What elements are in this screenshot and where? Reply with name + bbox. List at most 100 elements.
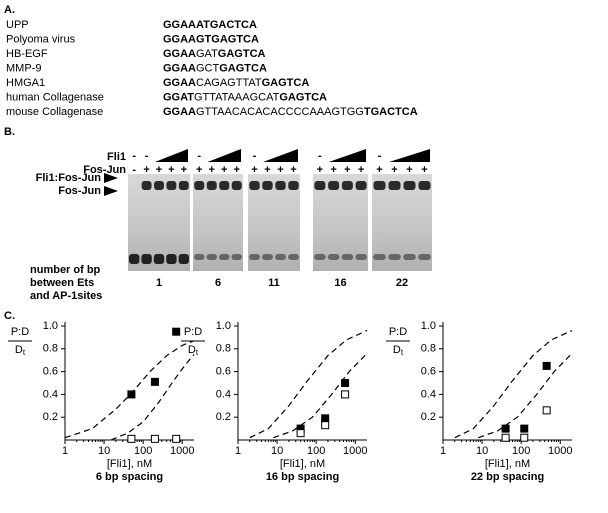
y-tick-label: 0.4 xyxy=(43,388,58,400)
sequence-segment: GGAAATGACTCA xyxy=(163,19,257,31)
y-label-part: D xyxy=(393,344,401,356)
open-square xyxy=(520,433,529,442)
lane-sign: + xyxy=(251,164,257,176)
x-tick-label: 10 xyxy=(271,445,283,457)
y-label: Dt xyxy=(393,344,404,357)
lane-sign: - xyxy=(197,150,201,162)
free-probe xyxy=(206,254,217,260)
lane-sign: + xyxy=(358,164,364,176)
y-tick-label: 0.8 xyxy=(421,343,436,355)
x-tick-label: 1 xyxy=(440,445,446,457)
band xyxy=(141,181,152,190)
caption: between Ets xyxy=(30,277,94,289)
y-label-part: D xyxy=(188,344,196,356)
wedge xyxy=(207,149,241,162)
filled-square xyxy=(172,327,181,336)
lane-sign: + xyxy=(391,164,397,176)
caption: and AP-1sites xyxy=(30,290,102,302)
y-tick-label: 0.6 xyxy=(421,366,436,378)
sequence-segment: GAGTCA xyxy=(262,77,310,89)
lane-sign: + xyxy=(376,164,382,176)
sequence-segment: GAGTCA xyxy=(219,62,267,74)
band-label: Fos-Jun xyxy=(58,185,101,197)
caption: number of bp xyxy=(30,264,101,276)
open-square xyxy=(501,433,510,442)
group-label: 11 xyxy=(268,277,280,289)
band-label: Fli1:Fos-Jun xyxy=(36,172,102,184)
band xyxy=(288,181,299,190)
x-tick-label: 1000 xyxy=(170,445,194,457)
y-label: P:D xyxy=(11,326,29,338)
free-probe xyxy=(327,254,340,260)
fit-curve xyxy=(110,354,195,441)
band xyxy=(231,181,242,190)
lane-sign: + xyxy=(277,164,283,176)
y-tick-label: 1.0 xyxy=(421,320,436,332)
x-tick-label: 1000 xyxy=(343,445,367,457)
free-probe xyxy=(153,254,165,264)
sequence-segment: GCT xyxy=(196,62,220,74)
filled-square xyxy=(501,424,510,433)
y-label: Dt xyxy=(15,344,26,357)
gene-name: Polyoma virus xyxy=(6,33,76,45)
sequence-segment: GTTATAAAGCAT xyxy=(194,91,280,103)
free-probe xyxy=(314,254,326,260)
filled-square xyxy=(520,424,529,433)
y-tick-label: 0.2 xyxy=(216,411,231,423)
band xyxy=(262,181,273,190)
free-probe xyxy=(249,254,260,260)
open-square xyxy=(172,434,181,443)
x-tick-label: 1000 xyxy=(548,445,572,457)
sequence: GGAAGCTGAGTCA xyxy=(163,62,267,74)
free-probe xyxy=(275,254,286,260)
row-label: Fos-Jun xyxy=(83,164,126,176)
gene-name: human Collagenase xyxy=(6,91,104,103)
open-square xyxy=(341,390,350,399)
free-probe xyxy=(219,254,230,260)
wedge xyxy=(263,149,298,162)
free-probe xyxy=(418,254,431,260)
sequence-segment: TGACTCA xyxy=(364,106,418,118)
lane-sign: + xyxy=(317,164,323,176)
row-label: Fli1 xyxy=(107,151,126,163)
gene-name: HMGA1 xyxy=(6,77,45,89)
band xyxy=(275,181,286,190)
band xyxy=(249,181,260,190)
sequence-segment: CAGAGTTAT xyxy=(196,77,262,89)
wedge xyxy=(328,149,366,162)
group-label: 6 xyxy=(215,277,221,289)
free-probe xyxy=(373,254,386,260)
gene-name: HB-EGF xyxy=(6,48,48,60)
sequence: GGAAGTTAACACACACCCCAAAGTGGTGACTCA xyxy=(163,106,418,118)
panel-label: A. xyxy=(4,4,15,16)
lane-sign: + xyxy=(221,164,227,176)
arrowhead xyxy=(104,186,118,196)
filled-square xyxy=(341,379,350,387)
arrowhead xyxy=(104,173,118,183)
sequence-segment: GTTAACACACACCCCAAAGTGG xyxy=(196,106,364,118)
band xyxy=(166,181,177,190)
open-square xyxy=(296,429,305,438)
sequence: GGAAGATGAGTCA xyxy=(163,48,266,60)
y-tick-label: 0.4 xyxy=(421,388,436,400)
fit-curve xyxy=(249,330,368,439)
y-label-sub: t xyxy=(196,348,199,357)
y-label: P:D xyxy=(389,326,407,338)
free-probe xyxy=(231,254,242,260)
panel-label: C. xyxy=(4,310,15,322)
lane-sign: - xyxy=(253,150,257,162)
lane-sign: + xyxy=(156,164,162,176)
band xyxy=(355,181,367,190)
band xyxy=(388,181,401,190)
open-square xyxy=(127,434,136,443)
free-probe xyxy=(262,254,273,260)
lane-sign: + xyxy=(234,164,240,176)
sequence-segment: GGAA xyxy=(163,77,196,89)
lane-sign: + xyxy=(264,164,270,176)
gene-name: mouse Collagenase xyxy=(6,106,103,118)
lane-sign: - xyxy=(132,150,136,162)
lane-sign: - xyxy=(145,150,149,162)
x-tick-label: 1 xyxy=(62,445,68,457)
